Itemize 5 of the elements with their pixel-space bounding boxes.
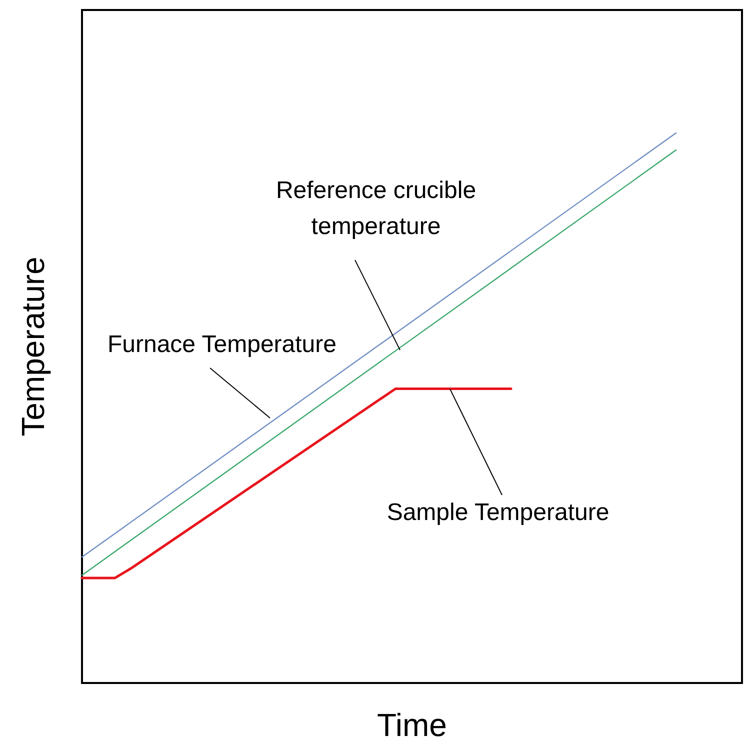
annotation: Reference crucible temperature (276, 177, 476, 240)
x-axis-title: Time (377, 707, 447, 742)
annotation: Furnace Temperature (107, 331, 337, 358)
y-axis-title: Temperature (15, 256, 51, 436)
annotation: Sample Temperature (386, 499, 610, 526)
